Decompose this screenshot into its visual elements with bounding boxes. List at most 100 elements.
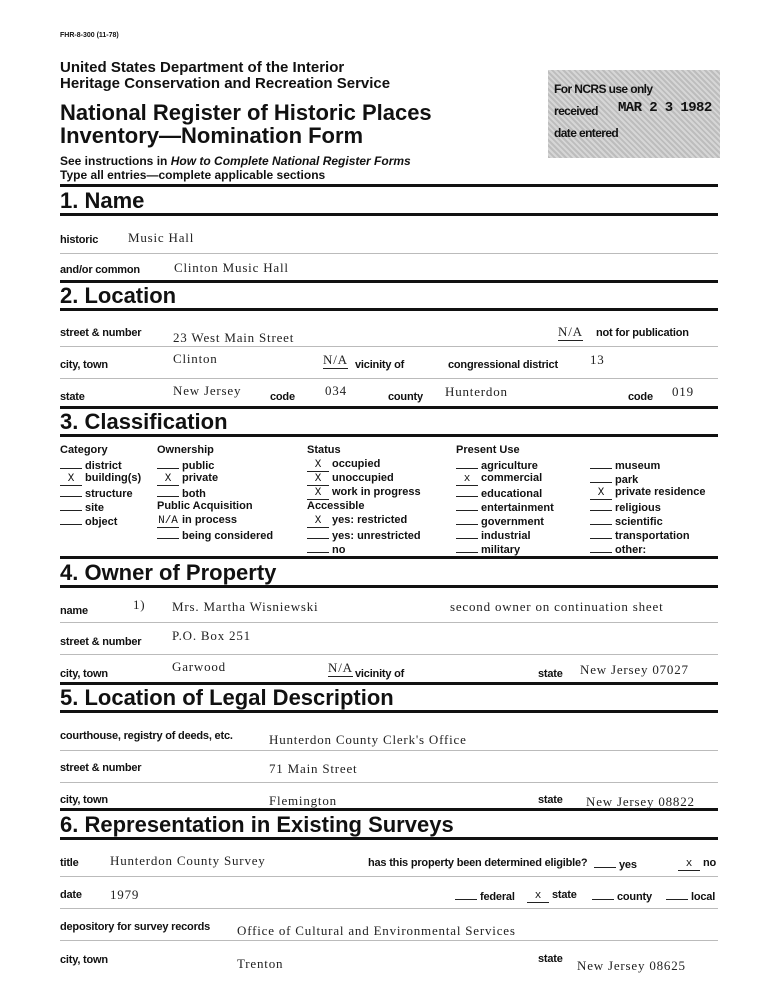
street-field[interactable]: 23 West Main Street [173,330,295,345]
classification-option[interactable]: district [60,458,122,472]
depository-state-field[interactable]: New Jersey 08625 [577,958,686,973]
survey-date-field[interactable]: 1979 [110,887,140,902]
owner-name-field[interactable]: Mrs. Martha Wisniewski [172,599,319,614]
eligible-no[interactable]: x no [678,857,716,871]
checkbox-mark[interactable]: N/A [157,515,179,528]
classification-option[interactable]: object [60,514,117,528]
classification-option[interactable]: military [456,542,520,556]
checkbox-mark[interactable] [157,458,179,469]
state-level-label: state [552,889,577,901]
classification-option[interactable]: scientific [590,514,663,528]
checkbox-mark[interactable] [456,514,478,525]
owner-state-field[interactable]: New Jersey 07027 [580,662,689,677]
local-mark[interactable] [666,889,688,900]
not-for-publication-mark[interactable]: N/A [558,324,583,341]
checkbox-mark[interactable] [590,472,612,483]
classification-option[interactable]: other: [590,542,646,556]
checkbox-mark[interactable] [60,500,82,511]
checkbox-mark[interactable]: x [456,474,478,486]
checkbox-mark[interactable] [157,528,179,539]
depository-field[interactable]: Office of Cultural and Environmental Ser… [237,923,516,938]
owner-vicinity-mark[interactable]: N/A [328,660,353,677]
survey-title-field[interactable]: Hunterdon County Survey [110,853,266,868]
checkbox-mark[interactable]: X [590,488,612,500]
county-label: county [388,391,423,403]
historic-name-field[interactable]: Music Hall [128,230,195,245]
classification-option[interactable]: structure [60,486,133,500]
vicinity-mark[interactable]: N/A [323,352,348,369]
classification-option[interactable]: entertainment [456,500,554,514]
department-name: United States Department of the Interior [60,59,345,76]
classification-option[interactable]: religious [590,500,661,514]
level-local[interactable]: local [666,889,715,903]
federal-mark[interactable] [455,889,477,900]
legal-street-field[interactable]: 71 Main Street [269,761,358,776]
classification-option[interactable]: educational [456,486,542,500]
depository-city-field[interactable]: Trenton [237,956,284,971]
classification-option[interactable]: industrial [456,528,531,542]
checkbox-mark[interactable] [456,528,478,539]
classification-option[interactable]: government [456,514,544,528]
owner-street-field[interactable]: P.O. Box 251 [172,628,251,643]
checkbox-mark[interactable] [590,528,612,539]
congressional-district-field[interactable]: 13 [590,352,605,367]
checkbox-mark[interactable] [590,514,612,525]
classification-option[interactable]: yes: unrestricted [307,528,421,542]
classification-option[interactable]: agriculture [456,458,538,472]
classification-option[interactable]: site [60,500,104,514]
classification-option[interactable]: being considered [157,528,273,542]
checkbox-mark[interactable] [60,486,82,497]
classification-option[interactable]: x commercial [456,472,542,486]
checkbox-mark[interactable] [60,514,82,525]
checkbox-mark[interactable] [456,458,478,469]
checkbox-mark[interactable]: X [60,474,82,486]
yes-mark[interactable] [594,857,616,868]
checkbox-mark[interactable] [590,458,612,469]
checkbox-mark[interactable]: X [157,474,179,486]
classification-option[interactable]: both [157,486,206,500]
level-federal[interactable]: federal [455,889,515,903]
state-field[interactable]: New Jersey [173,383,242,398]
level-state[interactable]: x state [527,889,577,903]
state-code-field[interactable]: 034 [325,383,347,398]
checkbox-mark[interactable] [307,528,329,539]
checkbox-mark[interactable]: X [307,460,329,472]
checkbox-mark[interactable] [157,486,179,497]
checkbox-mark[interactable] [590,542,612,553]
county-mark[interactable] [592,889,614,900]
checkbox-mark[interactable]: X [307,474,329,486]
checkbox-mark[interactable]: X [307,488,329,500]
legal-city-field[interactable]: Flemington [269,793,337,808]
courthouse-field[interactable]: Hunterdon County Clerk's Office [269,732,467,747]
classification-option[interactable]: public [157,458,214,472]
checkbox-mark[interactable] [456,486,478,497]
county-field[interactable]: Hunterdon [445,384,508,399]
classification-option[interactable]: N/A in process [157,514,237,528]
city-field[interactable]: Clinton [173,351,218,366]
checkbox-mark[interactable] [60,458,82,469]
state-mark[interactable]: x [527,891,549,903]
classification-option[interactable]: museum [590,458,660,472]
classification-option[interactable]: park [590,472,638,486]
legal-state-field[interactable]: New Jersey 08822 [586,794,695,809]
checkbox-mark[interactable] [307,542,329,553]
county-code-field[interactable]: 019 [672,384,694,399]
checkbox-mark[interactable] [456,500,478,511]
checkbox-mark[interactable] [456,542,478,553]
eligible-yes[interactable]: yes [594,857,637,871]
owner-city-field[interactable]: Garwood [172,659,226,674]
classification-option[interactable]: no [307,542,345,556]
no-mark[interactable]: x [678,859,700,871]
checkbox-mark[interactable]: X [307,516,329,528]
level-county[interactable]: county [592,889,652,903]
classification-option[interactable]: transportation [590,528,690,542]
common-name-field[interactable]: Clinton Music Hall [174,260,289,275]
checkbox-mark[interactable] [590,500,612,511]
